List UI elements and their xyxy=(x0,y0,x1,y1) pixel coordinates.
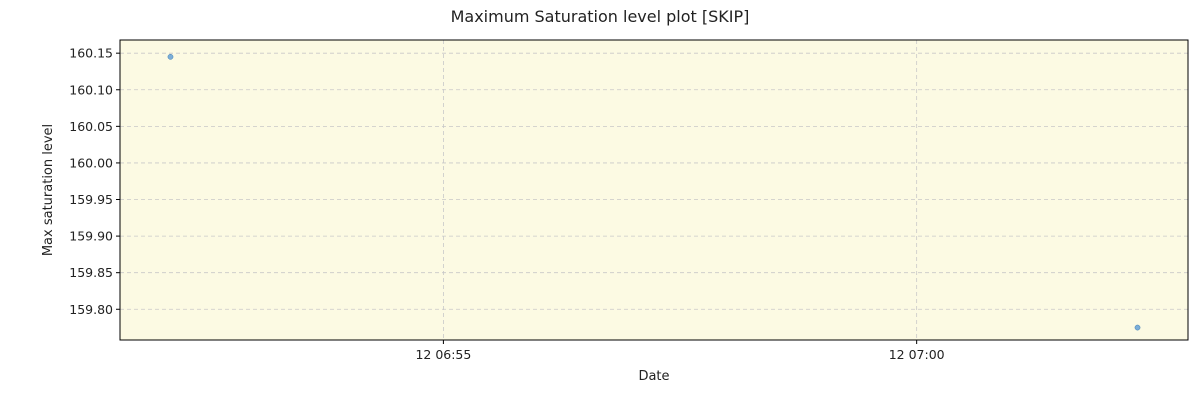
data-point xyxy=(167,53,174,60)
plot-frame xyxy=(119,39,1189,341)
x-tick-label: 12 06:55 xyxy=(415,347,471,362)
y-tick-label: 159.95 xyxy=(69,192,113,207)
plot-area xyxy=(120,40,1188,340)
y-axis: 159.80 159.85 159.90 159.95 160.00 160.05 160.… xyxy=(69,46,120,317)
x-tick-label: 12 07:00 xyxy=(889,347,945,362)
y-tick-label: 159.85 xyxy=(69,265,113,280)
y-tick-label: 160.15 xyxy=(69,46,113,61)
y-tick-label: 160.05 xyxy=(69,119,113,134)
grid xyxy=(120,40,1188,340)
y-tick-label: 159.80 xyxy=(69,302,113,317)
x-axis: 12 06:55 12 07:00 xyxy=(415,340,945,362)
data-points xyxy=(167,53,1141,331)
chart-title: Maximum Saturation level plot [SKIP] xyxy=(451,7,750,26)
y-tick-label: 160.10 xyxy=(69,82,113,97)
x-axis-title: Date xyxy=(638,369,669,384)
y-tick-label: 159.90 xyxy=(69,229,113,244)
data-point xyxy=(1134,324,1141,331)
y-tick-label: 160.00 xyxy=(69,155,113,170)
y-axis-title: Max saturation level xyxy=(41,124,56,256)
